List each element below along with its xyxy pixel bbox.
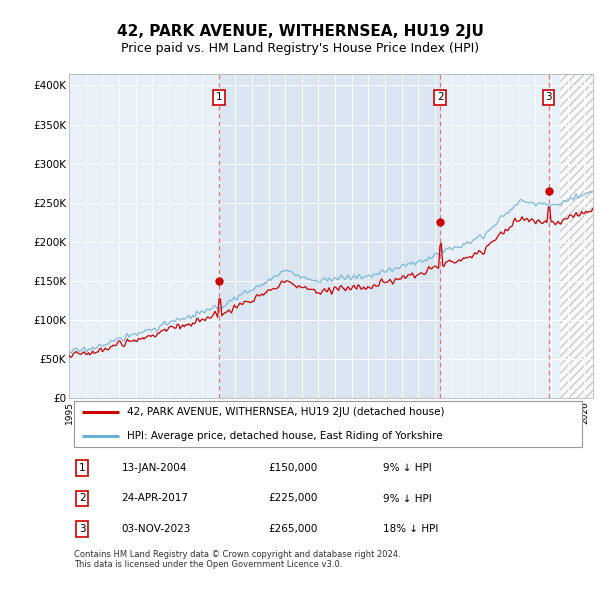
Text: 3: 3 (545, 92, 552, 102)
Text: 42, PARK AVENUE, WITHERNSEA, HU19 2JU: 42, PARK AVENUE, WITHERNSEA, HU19 2JU (116, 24, 484, 38)
Text: 2: 2 (79, 493, 85, 503)
Bar (220, 74, 440, 398)
Text: 24-APR-2017: 24-APR-2017 (121, 493, 188, 503)
Text: £150,000: £150,000 (268, 463, 317, 473)
Text: £225,000: £225,000 (268, 493, 317, 503)
Text: Price paid vs. HM Land Registry's House Price Index (HPI): Price paid vs. HM Land Registry's House … (121, 42, 479, 55)
Text: 13-JAN-2004: 13-JAN-2004 (121, 463, 187, 473)
Text: £265,000: £265,000 (268, 524, 317, 534)
Text: 18% ↓ HPI: 18% ↓ HPI (383, 524, 439, 534)
Bar (560, 74, 593, 398)
Text: 3: 3 (79, 524, 85, 534)
Text: Contains HM Land Registry data © Crown copyright and database right 2024.
This d: Contains HM Land Registry data © Crown c… (74, 549, 401, 569)
Text: 9% ↓ HPI: 9% ↓ HPI (383, 493, 432, 503)
Text: 2: 2 (437, 92, 443, 102)
Text: 03-NOV-2023: 03-NOV-2023 (121, 524, 191, 534)
Text: 42, PARK AVENUE, WITHERNSEA, HU19 2JU (detached house): 42, PARK AVENUE, WITHERNSEA, HU19 2JU (d… (127, 407, 444, 417)
Text: HPI: Average price, detached house, East Riding of Yorkshire: HPI: Average price, detached house, East… (127, 431, 442, 441)
Text: 1: 1 (79, 463, 85, 473)
FancyBboxPatch shape (74, 401, 583, 447)
Text: 1: 1 (216, 92, 223, 102)
Text: 9% ↓ HPI: 9% ↓ HPI (383, 463, 432, 473)
Bar (560, 74, 593, 398)
